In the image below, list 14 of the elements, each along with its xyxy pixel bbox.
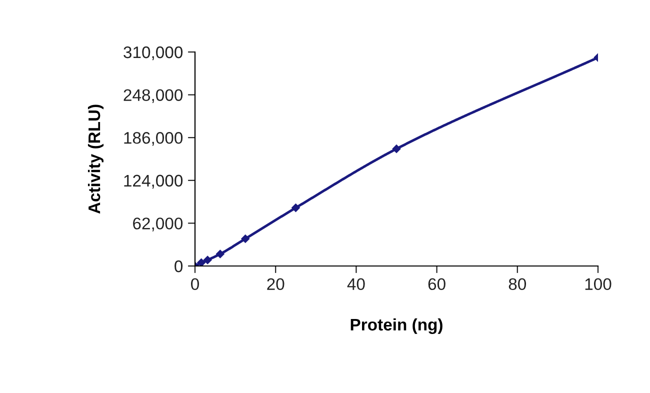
y-tick-label: 310,000 <box>124 46 183 60</box>
x-tick-label: 60 <box>428 278 446 290</box>
y-tick-label: 124,000 <box>124 174 183 189</box>
x-tick-label: 0 <box>191 278 199 290</box>
y-tick-label: 62,000 <box>133 218 183 232</box>
x-tick-label: 80 <box>508 278 526 290</box>
y-axis-title: Activity (RLU) <box>88 104 104 214</box>
y-tick-label: 248,000 <box>124 89 183 103</box>
y-tick-label: 0 <box>174 260 183 272</box>
x-tick-label: 40 <box>347 278 365 290</box>
x-tick-label: 100 <box>585 278 612 290</box>
y-tick-label: 186,000 <box>124 132 183 146</box>
x-axis-title: Protein (ng) <box>350 318 442 334</box>
x-tick-label: 20 <box>267 278 284 290</box>
